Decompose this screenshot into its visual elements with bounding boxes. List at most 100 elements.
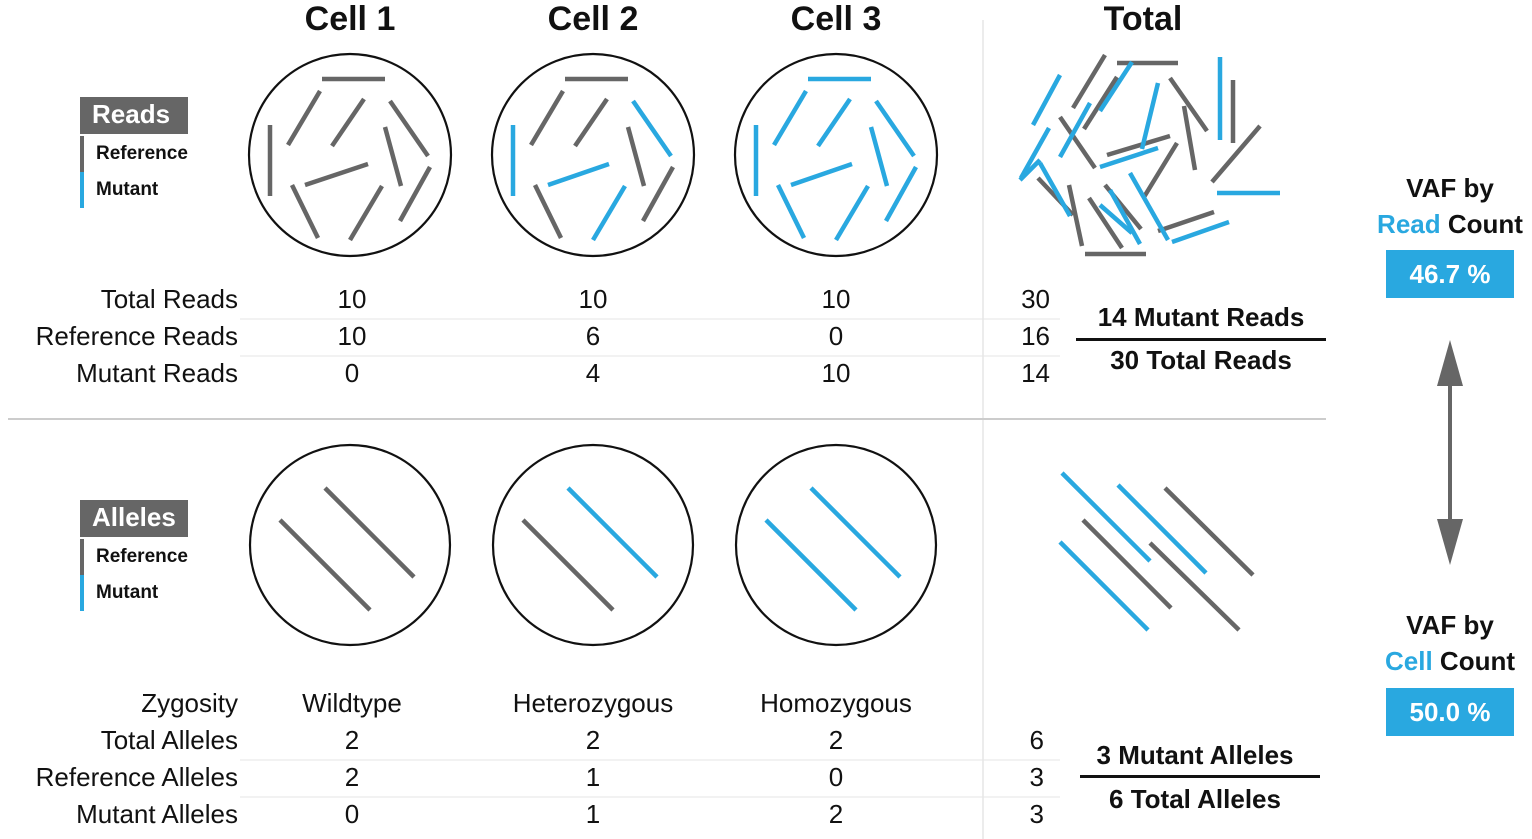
mut-read — [591, 184, 627, 242]
reads-cell: 4 — [585, 358, 601, 388]
alleles-fraction-numerator: 3 Mutant Alleles — [1096, 740, 1294, 770]
alleles-cell: 2 — [585, 725, 601, 755]
column-header-cell3: Cell 3 — [790, 0, 882, 38]
mut-read — [1019, 126, 1051, 180]
mut-read — [1128, 171, 1170, 242]
ref-read — [398, 165, 432, 223]
alleles-cell: 2 — [828, 799, 844, 829]
alleles-cell: 2 — [828, 725, 844, 755]
mut-read — [1139, 82, 1161, 150]
ref-allele — [323, 486, 416, 579]
alleles-cell: 2 — [344, 725, 360, 755]
cell3-alleles-circle — [734, 443, 938, 647]
ref-allele — [521, 518, 615, 612]
ref-allele — [278, 518, 372, 612]
alleles-legend-reference: Reference — [80, 539, 188, 575]
cell1-alleles — [248, 443, 452, 647]
ref-allele — [1163, 486, 1255, 577]
mut-allele — [566, 486, 659, 579]
reads-fraction-bar — [1076, 338, 1326, 341]
reads-total: 16 — [1021, 321, 1050, 351]
alleles-total: 3 — [1029, 762, 1044, 792]
reads-total: 14 — [1021, 358, 1050, 388]
reads-legend-mutant: Mutant — [80, 172, 188, 208]
ref-read — [532, 184, 564, 239]
mut-read — [868, 126, 890, 187]
cell2-alleles — [491, 443, 695, 647]
ref-read — [1142, 141, 1179, 199]
ref-read — [286, 89, 322, 147]
ref-read — [1210, 124, 1262, 184]
mut-read — [1018, 158, 1042, 182]
reads-cell: 10 — [821, 358, 851, 388]
ref-read — [304, 161, 369, 188]
vaf-read-value: 46.7 % — [1386, 250, 1514, 298]
column-header-total: Total — [1103, 0, 1183, 38]
alleles-row-label: Mutant Alleles — [76, 799, 238, 829]
mut-read — [1171, 219, 1230, 245]
zygosity-label: Zygosity — [141, 688, 238, 718]
mut-read — [772, 89, 808, 147]
mut-read — [631, 99, 673, 158]
alleles-legend-mutant: Mutant — [80, 575, 188, 611]
mut-read — [1098, 203, 1134, 235]
ref-read — [1168, 76, 1209, 133]
ref-read — [573, 97, 609, 148]
vaf-cell-value: 50.0 % — [1386, 688, 1514, 736]
cell3-alleles — [734, 443, 938, 647]
mut-allele — [1116, 483, 1208, 575]
ref-allele — [1148, 541, 1241, 632]
reads-cell: 0 — [828, 321, 844, 351]
alleles-total: 6 — [1029, 725, 1044, 755]
mut-allele — [809, 486, 902, 579]
mut-read — [547, 161, 610, 188]
ref-read — [1058, 115, 1097, 170]
alleles-legend: Alleles Reference Mutant — [80, 500, 188, 611]
cell3-reads-circle — [733, 52, 939, 258]
reads-legend-reference: Reference — [80, 136, 188, 172]
ref-read — [1082, 75, 1119, 131]
alleles-cell: 1 — [585, 762, 601, 792]
mut-allele — [1060, 471, 1152, 563]
vaf-read-line1: VAF by — [1406, 173, 1494, 203]
ref-allele — [1081, 518, 1173, 610]
cell2-reads — [490, 52, 696, 258]
ref-read — [1071, 53, 1107, 110]
vaf-cell-line1: VAF by — [1406, 610, 1494, 640]
ref-read — [388, 99, 430, 158]
cell1-alleles-circle — [248, 443, 452, 647]
cell1-reads — [247, 52, 453, 258]
reads-cell: 0 — [344, 358, 360, 388]
ref-read — [1157, 209, 1215, 234]
zygosity-cell3: Homozygous — [760, 688, 912, 718]
reads-total: 30 — [1021, 284, 1050, 314]
cell2-alleles-circle — [491, 443, 695, 647]
cell1-reads-circle — [247, 52, 453, 258]
mut-read — [1058, 101, 1092, 159]
cell2-reads-circle — [490, 52, 696, 258]
reads-legend: Reads Reference Mutant — [80, 97, 188, 208]
mut-read — [790, 161, 853, 188]
alleles-total: 3 — [1029, 799, 1044, 829]
ref-read — [382, 126, 404, 187]
ref-read — [348, 184, 384, 242]
alleles-cell: 0 — [344, 799, 360, 829]
cell3-reads — [733, 52, 939, 258]
ref-read — [641, 165, 675, 223]
alleles-fraction-bar — [1080, 775, 1320, 778]
alleles-cell: 1 — [585, 799, 601, 829]
alleles-cell: 0 — [828, 762, 844, 792]
alleles-fraction-denominator: 6 Total Alleles — [1109, 784, 1281, 814]
reads-cell: 10 — [337, 321, 367, 351]
ref-read — [289, 184, 321, 239]
ref-read — [1066, 184, 1085, 247]
vaf-cell-rest: Count — [1432, 646, 1515, 676]
mut-read — [874, 99, 916, 158]
mut-read — [775, 184, 807, 239]
vaf-cell-title: VAF by Cell Count — [1350, 607, 1532, 679]
reads-row-label: Total Reads — [100, 284, 238, 314]
column-header-cell2: Cell 2 — [547, 0, 639, 38]
reads-cell: 10 — [337, 284, 367, 314]
alleles-row-label: Total Alleles — [100, 725, 238, 755]
ref-read — [330, 97, 366, 148]
